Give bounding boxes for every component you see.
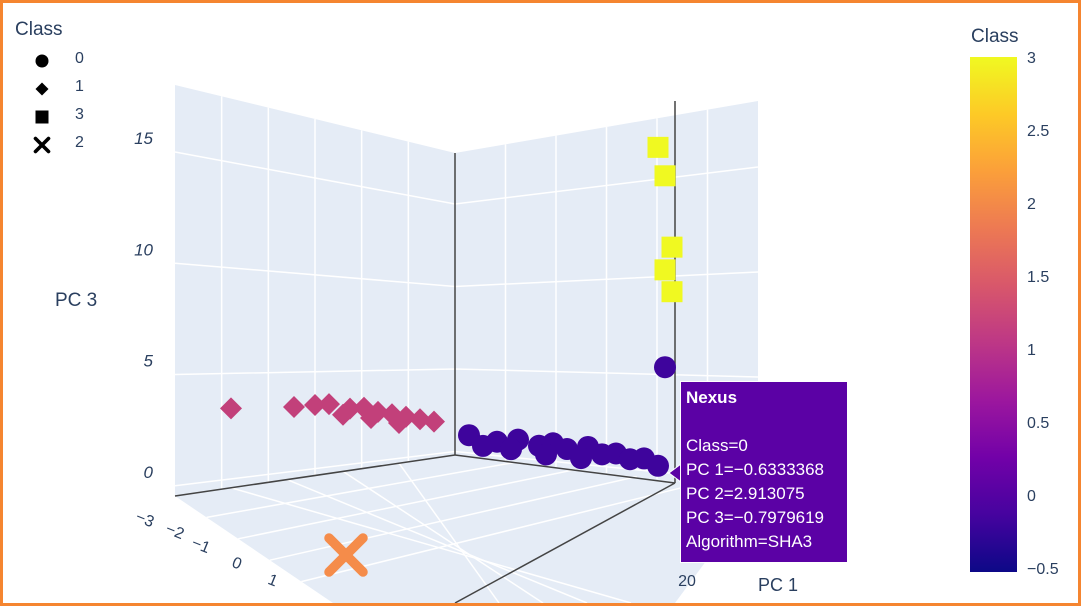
y-tick-label: −2 [163,521,186,544]
hover-line-class: Class=0 [686,436,748,455]
data-point-class-1 [360,407,382,430]
floor-axis-line [454,482,676,603]
data-point-class-0 [570,447,592,470]
hover-line-pc2: PC 2=2.913075 [686,484,805,503]
z-tick-label: 15 [134,129,153,148]
floor-axis-line [454,454,676,484]
y-tick-label: −3 [133,509,156,532]
hover-line-algorithm: Algorithm=SHA3 [686,532,813,551]
legend-title: Class [15,19,63,40]
data-point-class-2 [324,533,368,577]
colorbar-tick-label: −0.5 [1027,561,1059,578]
floor-grid-line [230,487,632,603]
z-tick-label: 5 [144,352,154,371]
legend-item-label: 3 [75,106,84,123]
floor-grid-line [301,483,698,583]
colorbar-title: Class [971,26,1019,47]
data-point-class-0 [472,434,494,457]
z-axis-label: PC 3 [55,290,97,311]
colorbar-tick-label: 1 [1027,342,1036,359]
floor-grid-line [206,461,516,519]
floor [175,455,758,603]
data-point-class-1 [388,411,410,434]
floor-grid-line [286,478,588,603]
colorbar-tick-label: 0 [1027,488,1036,505]
floor-grid-line [238,468,577,540]
z-tick-label: 10 [134,240,153,259]
floor-grid-line [398,462,500,603]
x-axis-label: PC 1 [758,575,798,595]
data-point-class-3 [654,165,676,187]
x-icon [33,136,51,154]
z-tick-label: 0 [144,463,154,482]
data-point-class-1 [304,393,326,416]
legend-item-label: 0 [75,50,84,67]
hover-title: Nexus [686,388,738,407]
data-point-class-1 [318,393,340,416]
hover-tooltip: Nexus Class=0 PC 1=−0.6333368 PC 2=2.913… [680,381,848,563]
data-point-class-3 [661,236,683,258]
legend-item-label: 1 [75,78,84,95]
data-point-class-1 [409,408,431,431]
axis-ticks: 0 5 10 15 PC 3 −3 −2−1 0 1 20 PC 1 [55,129,798,595]
colorbar-tick-label: 2.5 [1027,123,1050,140]
colorbar-tick-label: 3 [1027,50,1036,67]
colorbar-tick-label: 0.5 [1027,415,1050,432]
data-point-class-3 [661,281,683,303]
y-tick-label: 0 [229,554,244,573]
data-point-class-0 [654,356,676,379]
data-point-class-0 [500,438,522,461]
data-point-class-1 [423,410,445,433]
square-icon [35,110,49,124]
grid-lines [174,96,759,603]
y-tick-label: −1 [189,535,212,558]
diamond-icon [35,82,49,96]
data-points [220,136,683,577]
colorbar [970,57,1017,572]
colorbar-gradient [970,57,1017,572]
data-point-class-1 [220,397,242,420]
data-point-class-0 [535,443,557,466]
y-tick-label: 1 [265,571,280,590]
colorbar-tick-label: 2 [1027,196,1036,213]
data-point-class-3 [654,259,676,281]
hover-line-pc3: PC 3=−0.7979619 [686,508,825,527]
floor-grid-line [342,470,544,603]
floor-axis-line [174,454,456,497]
legend-item-label: 2 [75,134,84,151]
x-tick-label: 20 [678,573,696,590]
colorbar-tick-label: 1.5 [1027,269,1050,286]
circle-icon [35,54,49,68]
data-point-class-1 [283,396,305,419]
data-point-class-0 [647,454,669,477]
hover-line-pc1: PC 1=−0.6333368 [686,460,825,479]
data-point-class-3 [647,136,669,158]
axis-panes [175,85,758,603]
data-point-class-1 [332,403,354,426]
